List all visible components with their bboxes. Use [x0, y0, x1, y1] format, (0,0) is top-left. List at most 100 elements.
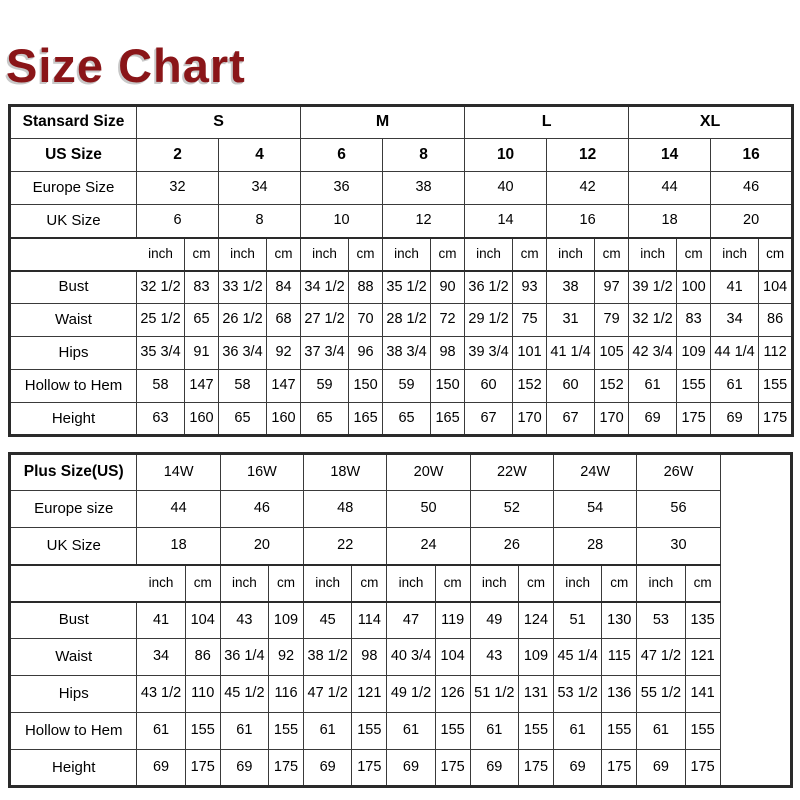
- cell-plus-bust-11: 130: [601, 600, 638, 639]
- plus-size-header-22w: 22W: [469, 453, 555, 491]
- cell-plus-bust-5: 114: [351, 600, 388, 639]
- corner-label-plus: Plus Size(US): [8, 453, 138, 491]
- row-label-plus-hollow-to-hem: Hollow to Hem: [8, 712, 138, 750]
- table-row-hips: Hips 35 3/4 91 36 3/4 92 37 3/4 96 38 3/4 98 39 3…: [9, 336, 794, 370]
- cell-plus-waist-13: 121: [684, 638, 721, 676]
- cell-plus-hollow-to-hem-2: 61: [219, 712, 269, 750]
- unit-header-cm-6: cm: [676, 236, 712, 271]
- cell-europe-size-2: 36: [300, 171, 384, 205]
- cell-plus-height-5: 175: [351, 749, 388, 787]
- cell-hips-8: 39 3/4: [464, 336, 514, 370]
- row-label-plus-height: Height: [8, 749, 138, 787]
- cell-plus-hollow-to-hem-4: 61: [303, 712, 353, 750]
- cell-plus-waist-11: 115: [601, 638, 638, 676]
- cell-europe-size-4: 40: [464, 171, 548, 205]
- unit-header-inch-7: inch: [710, 236, 760, 271]
- row-label-height: Height: [9, 402, 137, 436]
- cell-plus-uk-size-1: 20: [219, 527, 305, 565]
- size-group-header-xl: XL: [628, 105, 794, 139]
- plus-unit-header-cm-5: cm: [601, 563, 638, 602]
- table-row-plus-europe-size: Europe size 44 46 48 50 52 54 56: [8, 490, 792, 528]
- table-row-plus-hollow-to-hem: Hollow to Hem 61 155 61 155 61 155 61 155 61 155 61…: [8, 712, 792, 750]
- cell-hollow-to-hem-0: 58: [136, 369, 185, 403]
- cell-plus-bust-13: 135: [684, 600, 721, 639]
- row-label-bust: Bust: [9, 269, 137, 304]
- cell-hips-13: 109: [676, 336, 712, 370]
- row-label-plus-bust: Bust: [8, 600, 138, 639]
- cell-bust-0: 32 1/2: [136, 269, 185, 304]
- header-row-plus-sizes: Plus Size(US) 14W 16W 18W 20W 22W 24W 26W: [8, 453, 792, 787]
- cell-height-15: 175: [758, 402, 794, 436]
- cell-plus-height-2: 69: [219, 749, 269, 787]
- cell-us-size-3: 8: [382, 138, 466, 172]
- plus-unit-header-inch-5: inch: [553, 563, 603, 602]
- cell-hollow-to-hem-7: 150: [430, 369, 466, 403]
- cell-hips-0: 35 3/4: [136, 336, 185, 370]
- cell-uk-size-7: 20: [710, 204, 794, 238]
- cell-us-size-4: 10: [464, 138, 548, 172]
- cell-height-6: 65: [382, 402, 432, 436]
- cell-europe-size-7: 46: [710, 171, 794, 205]
- plus-unit-header-inch-4: inch: [469, 563, 519, 602]
- cell-waist-1: 65: [184, 303, 219, 337]
- cell-plus-hips-13: 141: [684, 675, 721, 713]
- cell-plus-hips-7: 126: [434, 675, 471, 713]
- cell-waist-8: 29 1/2: [464, 303, 514, 337]
- unit-header-cm-5: cm: [594, 236, 630, 271]
- cell-bust-9: 93: [512, 269, 548, 304]
- plus-unit-header-cm-1: cm: [267, 563, 305, 602]
- page-title: Size Chart: [6, 39, 246, 92]
- cell-hollow-to-hem-4: 59: [300, 369, 350, 403]
- cell-plus-hollow-to-hem-1: 155: [184, 712, 221, 750]
- cell-plus-hips-2: 45 1/2: [219, 675, 269, 713]
- unit-header-cm-0: cm: [184, 236, 219, 271]
- table-row-hollow-to-hem: Hollow to Hem 58 147 58 147 59 150 59 150 60 152 60…: [9, 369, 794, 403]
- cell-hollow-to-hem-1: 147: [184, 369, 219, 403]
- cell-plus-hips-8: 51 1/2: [469, 675, 519, 713]
- unit-header-inch-2: inch: [300, 236, 350, 271]
- cell-bust-3: 84: [265, 269, 302, 304]
- unit-header-inch-0: inch: [136, 236, 185, 271]
- row-label-plus-uk-size: UK Size: [8, 527, 138, 565]
- cell-plus-europe-size-4: 52: [469, 490, 555, 528]
- cell-bust-2: 33 1/2: [218, 269, 267, 304]
- cell-plus-waist-1: 86: [184, 638, 221, 676]
- cell-height-12: 69: [628, 402, 678, 436]
- cell-plus-bust-6: 47: [386, 600, 436, 639]
- cell-hips-11: 105: [594, 336, 630, 370]
- unit-header-inch-1: inch: [218, 236, 267, 271]
- cell-plus-height-3: 175: [267, 749, 305, 787]
- plus-unit-header-cm-3: cm: [434, 563, 471, 602]
- plus-unit-header-inch-2: inch: [303, 563, 353, 602]
- cell-bust-7: 90: [430, 269, 466, 304]
- cell-plus-europe-size-0: 44: [136, 490, 221, 528]
- cell-us-size-5: 12: [546, 138, 630, 172]
- unit-header-inch-4: inch: [464, 236, 514, 271]
- cell-bust-15: 104: [758, 269, 794, 304]
- table-row-europe-size: Europe Size 32 34 36 38 40 42 44 46: [9, 171, 794, 205]
- plus-size-header-24w: 24W: [553, 453, 638, 491]
- cell-hips-7: 98: [430, 336, 466, 370]
- cell-plus-hips-11: 136: [601, 675, 638, 713]
- cell-plus-uk-size-2: 22: [303, 527, 388, 565]
- cell-uk-size-3: 12: [382, 204, 466, 238]
- cell-bust-12: 39 1/2: [628, 269, 678, 304]
- cell-plus-uk-size-0: 18: [136, 527, 221, 565]
- cell-plus-waist-2: 36 1/4: [219, 638, 269, 676]
- plus-size-header-26w: 26W: [636, 453, 721, 491]
- cell-plus-waist-12: 47 1/2: [636, 638, 686, 676]
- table-row-plus-hips: Hips 43 1/2 110 45 1/2 116 47 1/2 121 49 1/2 126…: [8, 675, 792, 713]
- header-row-plus-units: inch cm inch cm inch cm inch cm inch cm inch cm inch…: [9, 563, 792, 602]
- cell-hollow-to-hem-15: 155: [758, 369, 794, 403]
- cell-plus-hips-12: 55 1/2: [636, 675, 686, 713]
- cell-waist-15: 86: [758, 303, 794, 337]
- cell-plus-europe-size-1: 46: [219, 490, 305, 528]
- cell-hips-1: 91: [184, 336, 219, 370]
- cell-waist-11: 79: [594, 303, 630, 337]
- plus-unit-header-inch-6: inch: [636, 563, 686, 602]
- plus-size-header-14w: 14W: [136, 453, 221, 491]
- plus-unit-header-cm-2: cm: [351, 563, 388, 602]
- cell-plus-hips-9: 131: [517, 675, 555, 713]
- unit-row-empty-label: [9, 236, 137, 271]
- cell-plus-uk-size-4: 26: [469, 527, 555, 565]
